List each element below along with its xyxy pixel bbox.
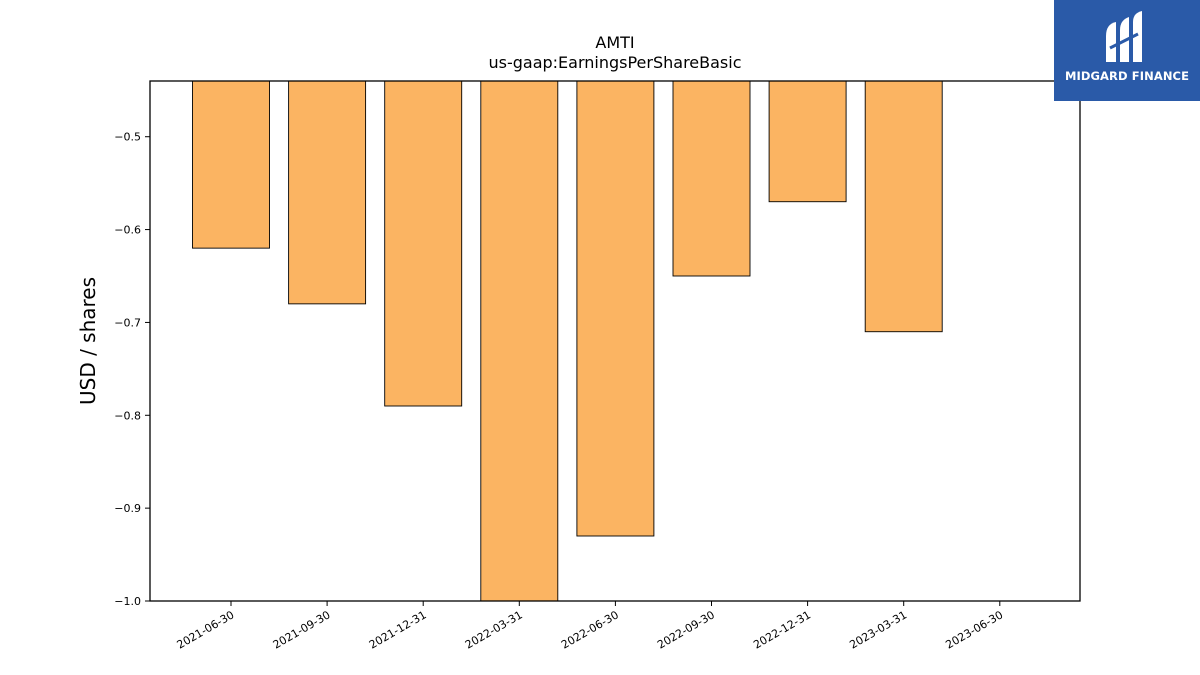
y-axis-ticks: −0.5 −0.6 −0.7 −0.8 −0.9 −1.0 [114, 131, 150, 608]
midgard-finance-logo: MIDGARD FINANCE [1054, 0, 1200, 101]
plot-frame [149, 80, 1081, 602]
chart-subtitle: us-gaap:EarningsPerShareBasic [488, 53, 741, 72]
x-tick-label: 2022-06-30 [559, 608, 621, 651]
bar-2022-03-31 [480, 80, 559, 602]
x-tick-label: 2022-09-30 [655, 608, 717, 651]
y-tick-label: −0.8 [114, 409, 141, 422]
midgard-logo-icon [1106, 11, 1142, 62]
y-tick-label: −0.5 [114, 131, 141, 144]
bar-2022-12-31 [768, 80, 847, 203]
bars [192, 80, 943, 602]
x-tick-label: 2023-06-30 [943, 608, 1005, 651]
chart-title: AMTI [595, 33, 634, 52]
bar-2021-12-31 [384, 80, 463, 407]
x-tick-label: 2022-12-31 [751, 608, 813, 651]
x-tick-label: 2021-06-30 [175, 608, 237, 651]
bar-2021-09-30 [288, 80, 367, 305]
logo-text: MIDGARD FINANCE [1064, 69, 1190, 83]
x-axis-ticks: 2021-06-30 2021-09-30 2021-12-31 2022-03-31… [175, 601, 1005, 652]
y-axis-label: USD / shares [76, 277, 100, 405]
x-tick-label: 2021-12-31 [367, 608, 429, 651]
bar-2021-06-30 [192, 80, 270, 249]
y-tick-label: −0.9 [114, 502, 141, 515]
bar-2022-06-30 [576, 80, 655, 537]
x-tick-label: 2023-03-31 [847, 608, 909, 651]
y-tick-label: −0.6 [114, 224, 141, 237]
bar-2023-03-31 [864, 80, 943, 333]
y-tick-label: −1.0 [114, 595, 141, 608]
y-tick-label: −0.7 [114, 316, 141, 329]
x-tick-label: 2022-03-31 [463, 608, 525, 651]
x-tick-label: 2021-09-30 [271, 608, 333, 651]
bar-2022-09-30 [672, 80, 751, 277]
